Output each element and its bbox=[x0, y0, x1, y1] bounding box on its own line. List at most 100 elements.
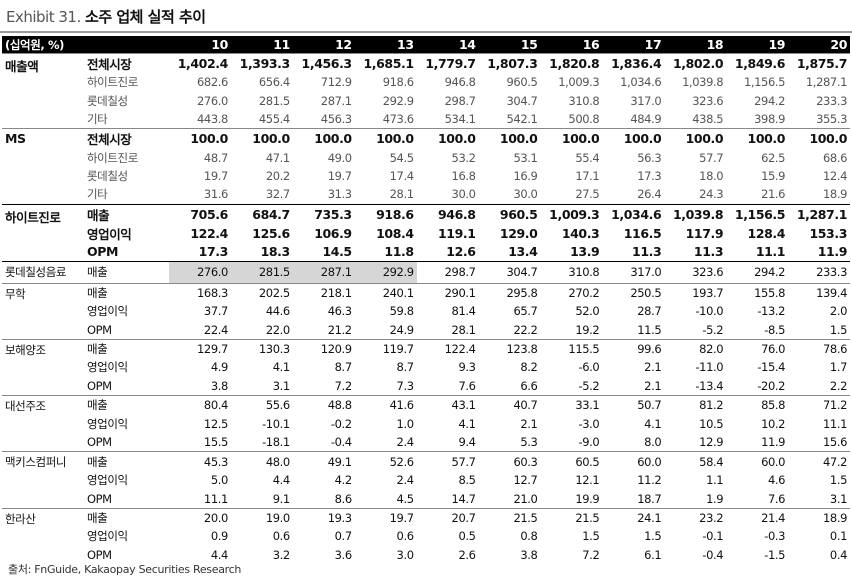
cell: -0.1 bbox=[702, 529, 724, 544]
cell: 4.1 bbox=[458, 416, 476, 431]
cell: 8.6 bbox=[334, 491, 352, 506]
cell: 11.1 bbox=[755, 244, 786, 260]
row-group: 보해양조 매출 129.7 130.3 120.9 119.7 122.4 123.8 115.… bbox=[2, 339, 850, 395]
cell: 323.6 bbox=[692, 265, 724, 280]
cell: 10.2 bbox=[761, 416, 786, 431]
cell: 21.5 bbox=[513, 510, 538, 525]
cell: -8.5 bbox=[764, 322, 786, 337]
cell: 287.1 bbox=[320, 93, 352, 108]
cell: 18.7 bbox=[637, 491, 662, 506]
cell: 1,009.3 bbox=[558, 75, 600, 90]
cell: 129.7 bbox=[196, 342, 228, 357]
cell: 4.2 bbox=[334, 473, 352, 488]
cell: 43.1 bbox=[451, 398, 476, 413]
cell: 65.7 bbox=[513, 304, 538, 319]
cell: 1,456.3 bbox=[301, 56, 353, 71]
row-group: MS 전체시장 100.0 100.0 100.0 100.0 100.0 100.0 100.… bbox=[2, 128, 850, 204]
column-header: 16 bbox=[540, 36, 603, 54]
cell: 125.6 bbox=[252, 225, 290, 241]
group-label: 대선주조 bbox=[5, 399, 46, 414]
cell: 287.1 bbox=[292, 261, 355, 283]
cell: 99.6 bbox=[637, 342, 662, 357]
row-group: 맥키스컴퍼니 매출 45.3 48.0 49.1 52.6 57.7 60.3 60.5 60.0… bbox=[2, 451, 850, 508]
cell: 960.5 bbox=[506, 75, 538, 90]
cell: -10.1 bbox=[262, 416, 290, 431]
table-row: 맥키스컴퍼니 매출 45.3 48.0 49.1 52.6 57.7 60.3 60.5 60.0… bbox=[2, 452, 850, 471]
cell: 1,034.6 bbox=[620, 75, 662, 90]
cell: 2.1 bbox=[644, 360, 662, 375]
cell: 100.0 bbox=[809, 131, 847, 147]
cell: 1.5 bbox=[644, 529, 662, 544]
cell: 1,039.8 bbox=[672, 206, 724, 222]
cell: 456.3 bbox=[320, 112, 352, 127]
cell: 60.5 bbox=[575, 454, 600, 469]
table-row: OPM 4.4 3.2 3.6 3.0 2.6 3.8 7.2 6.1 -0.4 -1.5 0.4 bbox=[2, 546, 850, 564]
cell: 656.4 bbox=[258, 75, 290, 90]
cell: 9.4 bbox=[458, 435, 476, 450]
row-label: 기타 bbox=[87, 112, 108, 127]
cell: 22.0 bbox=[265, 322, 290, 337]
cell: -0.2 bbox=[330, 416, 352, 431]
table-row: OPM 11.1 9.1 8.6 4.5 14.7 21.0 19.9 18.7 1.9 7.6 3.… bbox=[2, 489, 850, 508]
row-label: 기타 bbox=[87, 187, 108, 202]
row-label: 영업이익 bbox=[87, 529, 128, 544]
cell: 240.1 bbox=[382, 285, 414, 300]
cell: 7.2 bbox=[582, 547, 600, 562]
cell: 13.9 bbox=[570, 244, 600, 260]
column-header: 13 bbox=[354, 36, 417, 54]
cell: 11.8 bbox=[384, 244, 414, 260]
cell: 85.8 bbox=[761, 398, 786, 413]
cell: 1,156.5 bbox=[734, 206, 786, 222]
cell: 310.8 bbox=[568, 93, 600, 108]
cell: 9.3 bbox=[458, 360, 476, 375]
cell: 24.3 bbox=[699, 187, 724, 202]
cell: 19.7 bbox=[327, 168, 352, 183]
cell: 22.2 bbox=[513, 322, 538, 337]
cell: -1.5 bbox=[764, 547, 786, 562]
cell: -13.4 bbox=[695, 378, 724, 393]
row-label: 영업이익 bbox=[87, 360, 128, 375]
cell: 484.9 bbox=[630, 112, 662, 127]
cell: 281.5 bbox=[230, 261, 293, 283]
cell: 270.2 bbox=[568, 285, 600, 300]
cell: 16.8 bbox=[451, 168, 476, 183]
cell: 53.1 bbox=[513, 150, 538, 165]
cell: 298.7 bbox=[444, 265, 476, 280]
table-row: 영업이익 122.4 125.6 106.9 108.4 119.1 129.0 140.3 1… bbox=[2, 224, 850, 243]
cell: 15.5 bbox=[203, 435, 228, 450]
cell: 918.6 bbox=[376, 206, 414, 222]
table-row: 영업이익 4.9 4.1 8.7 8.7 9.3 8.2 -6.0 2.1 -11.0 -15.4 1… bbox=[2, 358, 850, 376]
group-label: 롯데칠성음료 bbox=[5, 265, 67, 280]
column-header: 10 bbox=[169, 36, 231, 54]
header-row: (십억원, %) 10 11 12 13 14 15 16 17 18 19 20 bbox=[2, 36, 850, 54]
cell: 37.7 bbox=[203, 304, 228, 319]
row-label: 매출 bbox=[87, 207, 110, 223]
row-group: 대선주조 매출 80.4 55.6 48.8 41.6 43.1 40.7 33.1 50.7 81… bbox=[2, 395, 850, 452]
cell: 78.6 bbox=[822, 342, 847, 357]
cell: 355.3 bbox=[816, 112, 847, 127]
table-row: 롯데칠성 19.7 20.2 19.7 17.4 16.8 16.9 17.1 17.3 18.0… bbox=[2, 167, 850, 185]
cell: 56.3 bbox=[637, 150, 662, 165]
cell: 11.9 bbox=[761, 435, 786, 450]
cell: 11.1 bbox=[203, 491, 228, 506]
group-label: 보해양조 bbox=[5, 342, 46, 357]
row-label: 하이트진로 bbox=[87, 75, 138, 90]
cell: 542.1 bbox=[506, 112, 538, 127]
cell: 218.1 bbox=[320, 285, 352, 300]
cell: 30.0 bbox=[513, 187, 538, 202]
cell: 0.5 bbox=[458, 529, 476, 544]
group-label: 매출액 bbox=[5, 59, 39, 74]
source: 출처: FnGuide, Kakaopay Securities Researc… bbox=[8, 563, 242, 576]
table: (십억원, %) 10 11 12 13 14 15 16 17 18 19 20 매출액 전체시장 1,… bbox=[2, 36, 850, 564]
cell: 19.9 bbox=[575, 491, 600, 506]
cell: 2.1 bbox=[520, 416, 538, 431]
cell: 294.2 bbox=[754, 93, 786, 108]
cell: 946.8 bbox=[444, 75, 476, 90]
cell: 0.1 bbox=[829, 529, 847, 544]
cell: 12.5 bbox=[203, 416, 228, 431]
cell: 100.0 bbox=[685, 131, 724, 147]
cell: 100.0 bbox=[314, 131, 352, 147]
cell: 100.0 bbox=[561, 131, 600, 147]
cell: 18.9 bbox=[822, 187, 847, 202]
